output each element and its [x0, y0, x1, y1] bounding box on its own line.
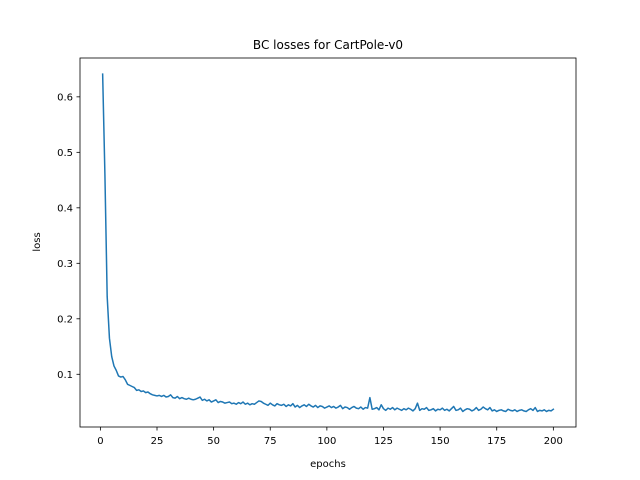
x-tick-label: 150 — [431, 436, 450, 447]
chart-title: BC losses for CartPole-v0 — [253, 38, 403, 52]
y-axis-label: loss — [32, 232, 43, 251]
y-tick-label: 0.2 — [57, 314, 73, 325]
x-tick-label: 125 — [374, 436, 393, 447]
x-axis: 0 25 50 75 100 125 150 175 200 — [97, 427, 563, 447]
axes-frame — [80, 58, 576, 427]
x-axis-label: epochs — [310, 459, 346, 470]
series-line-bc-loss — [103, 74, 554, 411]
x-tick-label: 50 — [207, 436, 220, 447]
x-tick-label: 25 — [151, 436, 164, 447]
plot-area — [103, 74, 554, 411]
y-tick-label: 0.1 — [57, 370, 73, 381]
x-tick-label: 100 — [317, 436, 336, 447]
y-tick-label: 0.6 — [57, 92, 73, 103]
y-tick-label: 0.4 — [57, 203, 73, 214]
y-tick-label: 0.5 — [57, 148, 73, 159]
x-tick-label: 175 — [487, 436, 506, 447]
x-tick-label: 75 — [264, 436, 277, 447]
y-tick-label: 0.3 — [57, 259, 73, 270]
x-tick-label: 200 — [544, 436, 563, 447]
x-tick-label: 0 — [97, 436, 103, 447]
y-axis: 0.1 0.2 0.3 0.4 0.5 0.6 — [57, 92, 80, 380]
